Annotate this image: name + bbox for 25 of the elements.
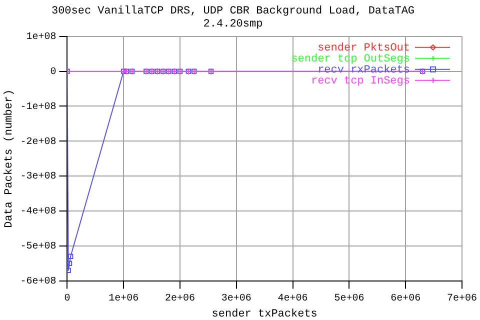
x-axis-title: sender txPackets [212,308,318,320]
x-tick-label: 5e+06 [334,293,364,304]
y-tick-label: -5e+08 [20,242,56,253]
x-tick-label: 2e+06 [164,293,196,304]
y-tick-label: -1e+08 [20,102,56,113]
legend-label: recv tcp InSegs [310,75,410,88]
legend-label: sender tcp OutSegs [291,53,410,66]
x-tick-label: 7e+06 [446,293,478,304]
x-tick-label: 3e+06 [221,293,252,304]
y-tick-label: -4e+08 [20,206,56,218]
chart-subtitle: 2.4.20smp [203,18,263,31]
y-tick-label: -3e+08 [20,172,56,183]
x-tick-label: 6e+06 [390,293,421,304]
x-tick-label: 1e+06 [108,293,139,304]
point [67,260,72,266]
x-tick-label: 4e+06 [278,293,308,304]
x-tick-label: 0 [64,293,70,304]
y-tick-label: 0 [50,66,56,78]
y-axis-title: Data Packets (number) [4,89,16,228]
legend-label: sender PktsOut [318,42,410,54]
y-tick-label: 1e+08 [26,32,56,44]
y-tick-label: -2e+08 [20,136,56,148]
chart-title: 300sec VanillaTCP DRS, UDP CBR Background Load, DataTAG [51,6,415,18]
point [68,254,74,259]
y-tick-label: -6e+08 [20,276,56,288]
